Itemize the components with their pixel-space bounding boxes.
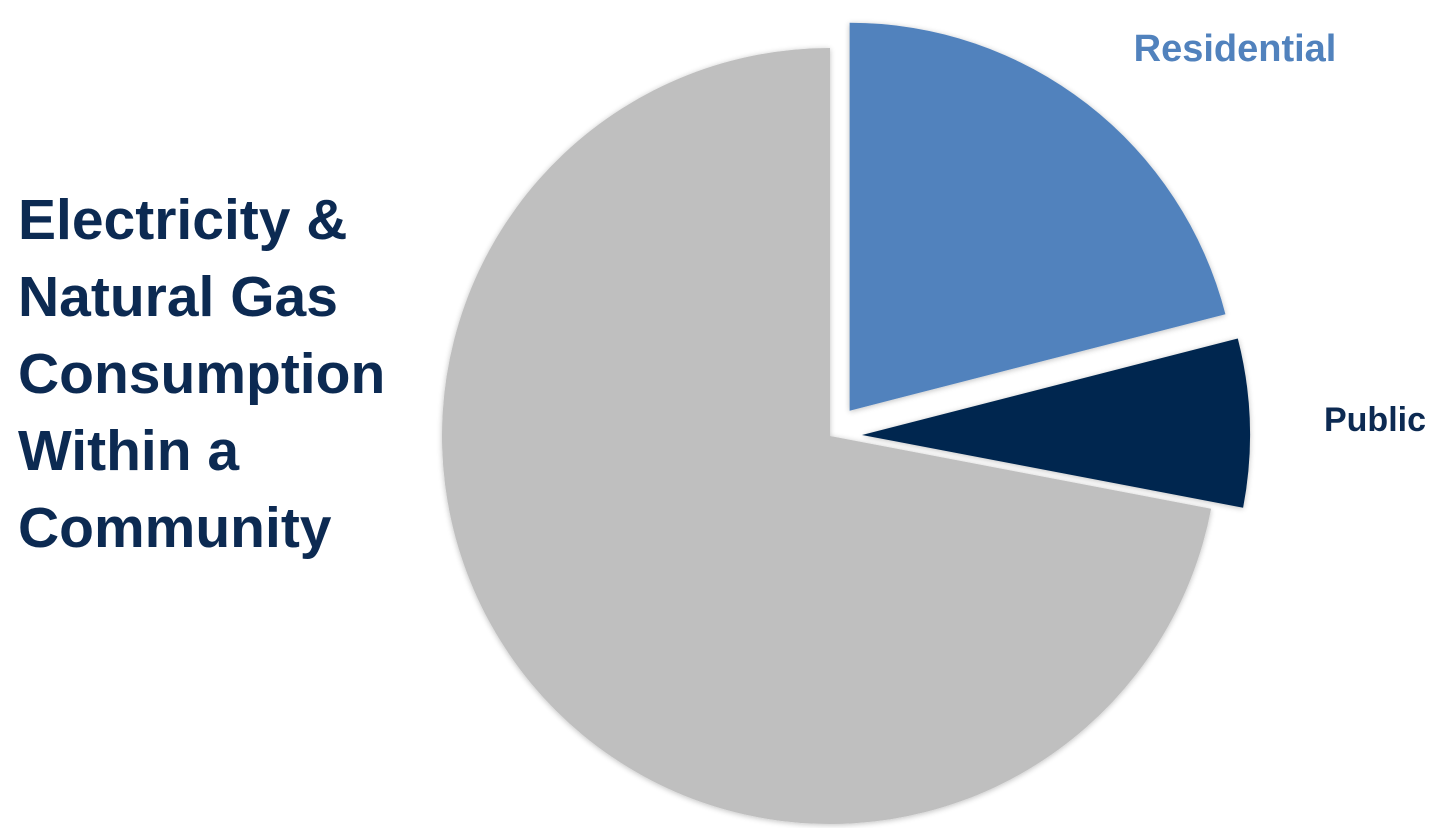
pie-slice-residential	[849, 22, 1226, 411]
chart-title-line-2: Natural Gas	[18, 265, 338, 329]
pie-labels: Residential Public	[1134, 28, 1426, 439]
chart-title-line-3: Consumption	[18, 342, 386, 406]
pie-slices	[441, 22, 1250, 825]
chart-title-line-4: Within a	[18, 419, 240, 483]
chart-title-line-1: Electricity &	[18, 188, 348, 252]
pie-slice-other	[441, 48, 1212, 825]
chart-title: Electricity & Natural Gas Consumption Wi…	[18, 182, 438, 567]
pie-label-public: Public	[1324, 401, 1426, 439]
chart-title-line-5: Community	[18, 496, 332, 560]
pie-label-residential: Residential	[1134, 28, 1337, 70]
pie-slice-public	[861, 338, 1250, 508]
